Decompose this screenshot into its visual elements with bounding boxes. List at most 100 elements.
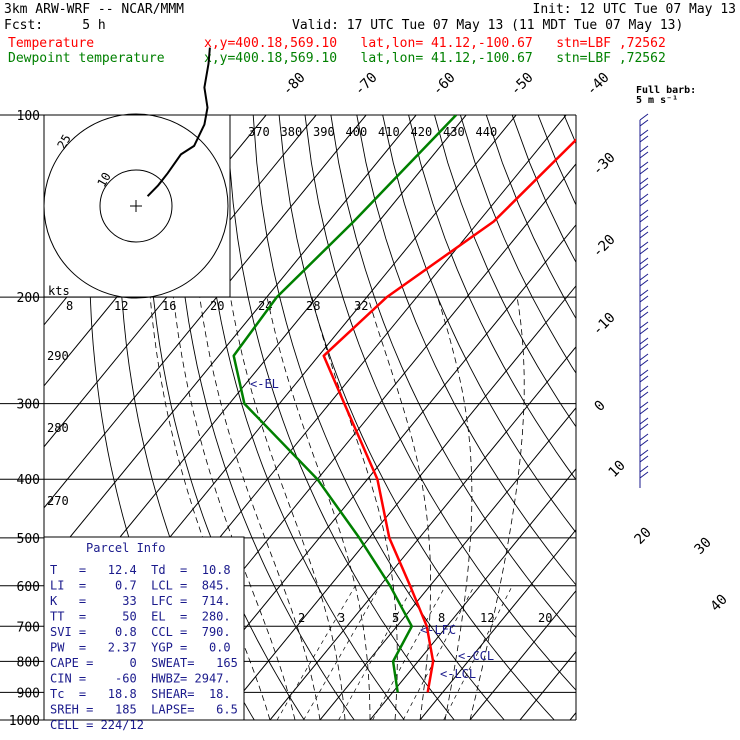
wind-barb-flag [639, 417, 649, 425]
hodograph-scale-label: 20 [210, 299, 224, 313]
parcel-info-row: K = 33 LFC = 714. [50, 594, 231, 608]
parcel-info-row: PW = 2.37 YGP = 0.0 [50, 641, 231, 655]
hodograph-ring-label: 25 [54, 132, 73, 152]
isotherm-line [519, 650, 576, 720]
hodograph-ring [99, 169, 173, 243]
hodograph-scale-label: 8 [66, 299, 73, 313]
theta-tick-label: 400 [346, 125, 368, 139]
isotherm-line [319, 407, 576, 720]
pressure-tick-label: 1000 [9, 714, 40, 729]
wind-barb-flag [639, 263, 649, 271]
wind-barb-flag [639, 375, 649, 383]
wind-barb-flag [639, 327, 649, 335]
dry-adiabat-line [278, 115, 555, 720]
pressure-tick-label: 700 [17, 620, 40, 635]
dry-adiabat-line [485, 115, 576, 320]
moist-adiabat-line [199, 297, 321, 720]
valid-time: Valid: 17 UTC Tue 07 May 13 (11 MDT Tue … [292, 18, 684, 33]
wind-barb-flag [639, 113, 649, 121]
parcel-info-row: TT = 50 EL = 280. [50, 610, 231, 624]
init-time: Init: 12 UTC Tue 07 May 13 [532, 2, 737, 17]
dry-adiabat-line [459, 115, 576, 374]
isotherm-line [620, 115, 740, 720]
dry-adiabat-line [382, 115, 576, 534]
theta-side-label: 290 [47, 349, 69, 363]
wind-barb-flag [639, 433, 649, 441]
pressure-tick-label: 900 [17, 686, 40, 701]
dry-adiabat-line [590, 115, 740, 720]
theta-tick-label: 410 [378, 125, 400, 139]
dry-adiabat-line [226, 115, 455, 720]
wind-barb-flag [639, 231, 649, 239]
hodograph-unit-label: kts [48, 284, 70, 298]
pressure-tick-label: 100 [17, 109, 40, 124]
isotherm-tick-label: -80 [280, 70, 309, 99]
mixing-ratio-label: 12 [480, 611, 494, 625]
theta-tick-label: 390 [313, 125, 335, 139]
isotherm-line [44, 115, 367, 509]
theta-side-label: 280 [47, 421, 69, 435]
parcel-info-row: Tc = 18.8 SHEAR= 18. [50, 687, 231, 701]
wind-barb-flag [639, 161, 649, 169]
wind-barb-flag [639, 305, 649, 313]
mixing-ratio-label: 20 [538, 611, 552, 625]
wind-barb-flag [639, 167, 649, 175]
parcel-info-row: CAPE = 0 SWEAT= 165 [50, 656, 238, 670]
wind-barb-flag [639, 295, 649, 303]
isotherm-tick-label: -20 [590, 232, 619, 261]
wind-barb-flag [639, 145, 649, 153]
wind-barb-flag [639, 193, 649, 201]
wind-barb-flag [639, 423, 649, 431]
level-annotation: <-EL [250, 377, 279, 391]
isotherm-tick-label: -50 [508, 70, 537, 99]
dry-adiabat-line [356, 115, 576, 586]
level-annotation: <-LCL [440, 667, 476, 681]
hodograph-ring [43, 113, 229, 299]
parcel-info-row: SVI = 0.8 CCL = 790. [50, 625, 231, 639]
wind-barb-flag [639, 401, 649, 409]
wind-barb-flag [639, 225, 649, 233]
dry-adiabat-line [252, 115, 505, 720]
isotherm-tick-label: 10 [606, 458, 629, 481]
isotherm-tick-label: 30 [692, 535, 715, 558]
parcel-info-row: CIN = -60 HWBZ= 2947. [50, 672, 231, 686]
hodograph-scale-label: 16 [162, 299, 176, 313]
wind-barb-flag [639, 215, 649, 223]
wind-barb-flag [639, 311, 649, 319]
wind-barb-flag [639, 455, 649, 463]
dry-adiabat-line [434, 115, 576, 428]
wind-barb-flag [639, 247, 649, 255]
isotherm-line [269, 346, 576, 720]
level-annotation: <-CCL [458, 649, 494, 663]
mixing-ratio-label: 5 [392, 611, 399, 625]
theta-tick-label: 440 [476, 125, 498, 139]
isotherm-tick-label: -10 [590, 310, 619, 339]
pressure-tick-label: 800 [17, 655, 40, 670]
pressure-tick-label: 200 [17, 291, 40, 306]
model-title: 3km ARW-WRF -- NCAR/MMM [4, 2, 185, 17]
theta-tick-label: 380 [281, 125, 303, 139]
isotherm-tick-label: -60 [430, 70, 459, 99]
wind-barb-flag [639, 151, 649, 159]
parcel-info-row: CELL = 224/12 [50, 718, 144, 732]
wind-barb-flag [639, 343, 649, 351]
wind-barb-flag [639, 273, 649, 281]
dry-adiabat-line [616, 115, 740, 720]
temperature-label: Temperature [8, 36, 95, 51]
wind-barb-flag [639, 359, 649, 367]
moist-adiabat-line [469, 297, 525, 720]
parcel-info-row: LI = 0.7 LCL = 845. [50, 579, 231, 593]
isotherm-line [169, 224, 576, 720]
wind-barb-flag [639, 279, 649, 287]
theta-side-label: 270 [47, 494, 69, 508]
parcel-info-row: T = 12.4 Td = 10.8 [50, 563, 231, 577]
isotherm-tick-label: 40 [708, 592, 731, 615]
wind-barb-flag [639, 471, 649, 479]
isotherm-line [569, 711, 576, 720]
pressure-tick-label: 300 [17, 398, 40, 413]
wind-barb-flag [639, 353, 649, 361]
dry-adiabat-line [408, 115, 576, 481]
isotherm-tick-label: -70 [352, 70, 381, 99]
theta-tick-label: 420 [411, 125, 433, 139]
